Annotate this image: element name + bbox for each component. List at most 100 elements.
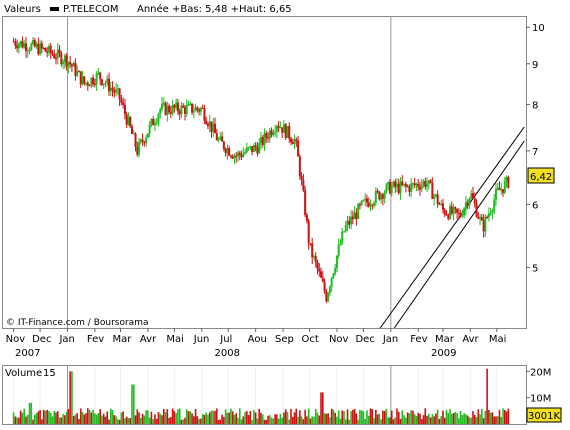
volume-bar <box>322 392 324 424</box>
candle-body <box>328 287 331 293</box>
volume-bar <box>461 414 464 424</box>
candle-body <box>79 71 82 85</box>
volume-bar <box>134 415 137 424</box>
volume-bar <box>247 415 250 424</box>
candle-body <box>238 152 241 155</box>
volume-bar <box>336 416 338 424</box>
candle-body <box>420 184 423 190</box>
volume-bar <box>428 413 430 424</box>
volume-bar <box>194 408 197 424</box>
candle-body <box>176 102 179 112</box>
volume-bar <box>507 408 510 424</box>
candle-body <box>493 199 496 211</box>
candle-body <box>330 277 333 288</box>
candle-body <box>452 207 455 214</box>
candle-body <box>447 214 450 219</box>
candle-body <box>118 88 121 100</box>
candle-body <box>270 130 273 136</box>
volume-bar <box>200 418 202 424</box>
candle-body <box>39 43 42 55</box>
month-tick-label: Avr <box>140 334 157 345</box>
volume-bar <box>420 419 423 424</box>
volume-bar <box>477 409 480 424</box>
volume-bar <box>131 384 133 424</box>
volume-bar <box>438 418 441 424</box>
candle-body <box>125 114 128 125</box>
volume-bar <box>12 412 15 424</box>
candle-body <box>418 187 421 190</box>
candle-body <box>364 198 367 201</box>
candle-body <box>159 109 162 115</box>
volume-bar <box>118 419 121 424</box>
volume-bar <box>479 414 481 424</box>
volume-bar <box>258 408 260 424</box>
candle-body <box>314 256 317 262</box>
candle-body <box>111 87 114 91</box>
volume-bar <box>19 410 22 424</box>
volume-bar <box>424 408 427 424</box>
candle-body <box>17 44 20 49</box>
volume-bar <box>309 418 312 424</box>
candle-body <box>274 131 277 133</box>
volume-bar <box>431 414 434 424</box>
price-y-tick-label: 6 <box>532 200 538 211</box>
candle-body <box>228 147 231 156</box>
candle-body <box>231 156 234 159</box>
month-tick-label: Sep <box>275 334 294 345</box>
candle-body <box>403 183 406 185</box>
candle-body <box>100 79 103 85</box>
candle-body <box>438 203 441 205</box>
volume-bar <box>498 409 501 424</box>
candle-body <box>65 55 68 67</box>
volume-bar <box>367 415 370 424</box>
candle-body <box>369 204 372 207</box>
candle-body <box>70 64 73 67</box>
candle-body <box>286 126 289 138</box>
candle-body <box>198 109 201 112</box>
last-price-badge <box>527 167 555 184</box>
candle-body <box>293 139 296 145</box>
candle-body <box>323 281 326 292</box>
candle-body <box>99 72 102 80</box>
candle-body <box>268 130 271 139</box>
volume-bar <box>348 419 351 424</box>
candle-body <box>284 124 287 138</box>
volume-bar <box>488 410 490 424</box>
volume-bar <box>466 415 469 424</box>
candle-body <box>388 182 391 194</box>
month-tick-label: Fev <box>410 334 427 345</box>
candle-body <box>161 103 164 110</box>
volume-bar <box>463 413 465 424</box>
candle-body <box>148 124 151 134</box>
candle-body <box>136 146 139 155</box>
volume-bar <box>281 417 283 424</box>
volume-bar <box>99 409 101 424</box>
volume-bar <box>60 417 63 424</box>
candle-body <box>443 209 446 215</box>
candle-body <box>77 71 80 73</box>
volume-bar <box>375 409 377 424</box>
volume-bar <box>44 410 47 424</box>
volume-bar <box>458 418 460 424</box>
candle-body <box>33 40 36 47</box>
month-tick-label: Dec <box>32 334 51 345</box>
volume-bar <box>443 417 446 424</box>
candle-body <box>93 83 96 85</box>
candle-body <box>14 41 17 46</box>
candle-body <box>348 220 351 225</box>
candle-body <box>115 89 118 93</box>
volume-bar <box>127 418 130 424</box>
candle-body <box>346 220 349 226</box>
volume-bar <box>16 417 18 424</box>
candle-body <box>422 181 425 185</box>
volume-bar <box>148 417 151 424</box>
volume-bar <box>452 413 455 424</box>
volume-bar <box>177 409 179 424</box>
candle-body <box>304 190 307 216</box>
candle-body <box>337 244 340 256</box>
volume-bar <box>417 412 420 424</box>
candle-body <box>461 215 464 217</box>
candle-body <box>116 88 119 90</box>
candle-body <box>187 103 190 106</box>
